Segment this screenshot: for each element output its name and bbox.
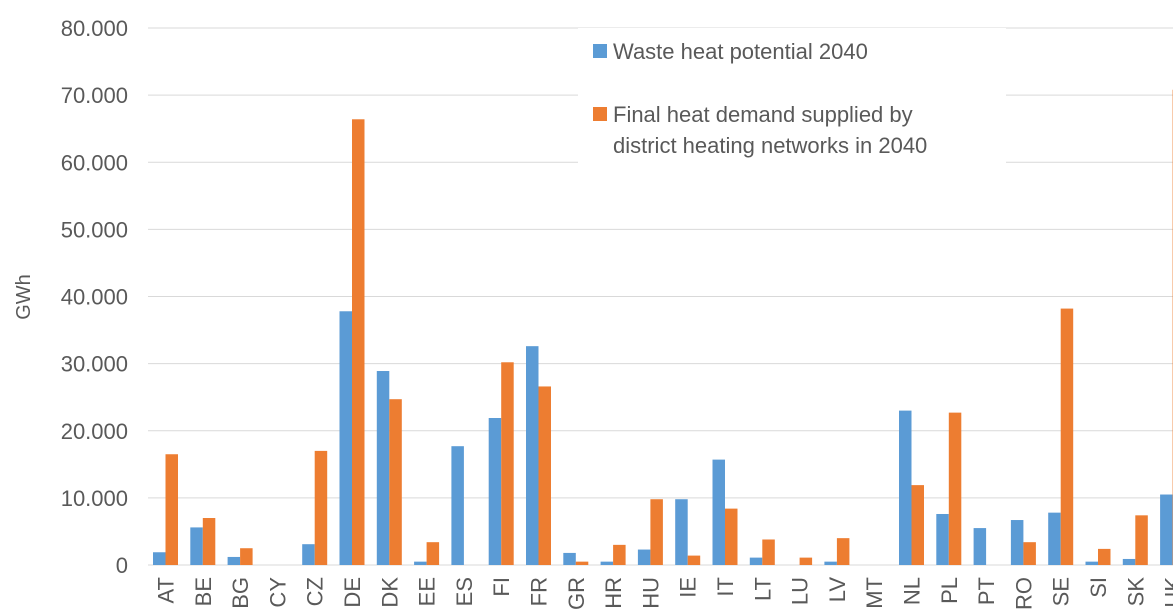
bar-waste-heat — [190, 527, 203, 565]
bar-waste-heat — [675, 499, 688, 565]
x-tick-label: CZ — [303, 577, 328, 606]
bar-heat-demand — [725, 508, 738, 565]
bar-heat-demand — [538, 386, 551, 565]
legend-background — [578, 28, 1006, 188]
x-tick-label: DK — [377, 577, 402, 608]
bar-waste-heat — [1048, 512, 1061, 565]
y-tick-label: 10.000 — [61, 486, 128, 511]
legend-label-heat-demand-line2: district heating networks in 2040 — [613, 133, 927, 158]
x-tick-label: BG — [228, 577, 253, 609]
bar-waste-heat — [600, 561, 614, 565]
bar-waste-heat — [153, 552, 166, 565]
bar-heat-demand — [575, 561, 589, 565]
x-tick-label: HR — [601, 577, 626, 609]
bar-heat-demand — [650, 499, 663, 565]
bar-heat-demand — [911, 485, 924, 565]
legend-label-heat-demand-line1: Final heat demand supplied by — [613, 102, 913, 127]
bar-heat-demand — [799, 557, 813, 565]
bar-waste-heat — [973, 528, 987, 565]
bar-heat-demand — [314, 450, 328, 565]
x-tick-label: CY — [265, 577, 290, 608]
bar-waste-heat — [227, 556, 241, 565]
legend-swatch-heat-demand — [593, 107, 607, 121]
x-tick-label: ES — [452, 577, 477, 606]
bar-heat-demand — [389, 399, 402, 565]
x-tick-label: LV — [825, 577, 850, 603]
bar-waste-heat — [749, 557, 763, 565]
bar-waste-heat — [376, 371, 390, 565]
y-tick-label: 60.000 — [61, 150, 128, 175]
x-tick-label: PT — [974, 577, 999, 605]
x-axis-ticks: AT BE BG CY CZ DE DK EE ES FI FR GR HR HU IE IT LT LU LV MT… — [154, 577, 1173, 610]
x-tick-label: LT — [750, 577, 775, 601]
x-tick-label: NL — [900, 577, 925, 605]
bar-waste-heat — [712, 459, 725, 565]
bar-waste-heat — [563, 552, 576, 565]
bar-heat-demand — [687, 555, 701, 565]
x-tick-label: IT — [713, 577, 738, 597]
bar-waste-heat — [899, 410, 912, 565]
legend-label-waste-heat: Waste heat potential 2040 — [613, 39, 868, 64]
bar-heat-demand — [613, 544, 626, 565]
y-tick-label: 20.000 — [61, 419, 128, 444]
bar-waste-heat — [1122, 558, 1136, 565]
bar-waste-heat — [302, 544, 315, 565]
bar-waste-heat — [526, 346, 539, 565]
x-tick-label: RO — [1011, 577, 1036, 610]
x-tick-label: MT — [862, 577, 887, 609]
bar-waste-heat — [824, 561, 837, 565]
x-tick-label: FR — [527, 577, 552, 606]
bar-waste-heat — [339, 311, 352, 565]
x-tick-label: EE — [415, 577, 440, 606]
bar-waste-heat — [1160, 494, 1173, 565]
x-tick-label: PL — [937, 577, 962, 604]
bar-heat-demand — [501, 362, 514, 565]
y-tick-label: 70.000 — [61, 83, 128, 108]
bar-waste-heat — [936, 513, 949, 565]
bar-heat-demand — [352, 119, 365, 565]
bar-waste-heat — [1010, 520, 1024, 565]
x-tick-label: DE — [340, 577, 365, 608]
bar-waste-heat — [1085, 561, 1098, 565]
x-tick-label: FI — [489, 577, 514, 597]
x-tick-label: SE — [1049, 577, 1074, 606]
x-tick-label: SK — [1123, 577, 1148, 607]
x-tick-label: IE — [676, 577, 701, 598]
y-tick-label: 30.000 — [61, 352, 128, 377]
legend: Waste heat potential 2040 Final heat dem… — [578, 28, 1006, 188]
bar-heat-demand — [836, 538, 850, 565]
bar-heat-demand — [948, 412, 962, 565]
x-tick-label: GR — [564, 577, 589, 610]
bar-heat-demand — [426, 542, 440, 565]
bar-waste-heat — [488, 418, 502, 565]
bar-heat-demand — [1023, 542, 1036, 565]
y-axis-label: GWh — [13, 274, 35, 320]
x-tick-label: BE — [191, 577, 216, 606]
x-tick-label: AT — [154, 577, 179, 603]
bar-heat-demand — [1098, 548, 1111, 565]
x-tick-label: UK — [1161, 577, 1173, 608]
y-tick-label: 40.000 — [61, 285, 128, 310]
x-tick-label: LU — [788, 577, 813, 605]
bar-waste-heat — [414, 561, 427, 565]
bar-heat-demand — [165, 454, 178, 565]
bar-heat-demand — [240, 548, 253, 565]
bar-heat-demand — [202, 518, 216, 565]
x-tick-label: HU — [638, 577, 663, 609]
y-axis-ticks: 0 10.000 20.000 30.000 40.000 50.000 60.000 70.… — [61, 16, 128, 578]
legend-swatch-waste-heat — [593, 44, 607, 58]
bar-waste-heat — [637, 549, 651, 565]
bar-heat-demand — [1060, 308, 1074, 565]
y-tick-label: 50.000 — [61, 217, 128, 242]
y-tick-label: 0 — [116, 553, 128, 578]
y-tick-label: 80.000 — [61, 16, 128, 41]
bar-heat-demand — [762, 539, 775, 565]
bar-waste-heat — [451, 446, 464, 565]
x-tick-label: SI — [1086, 577, 1111, 598]
bar-heat-demand — [1135, 515, 1148, 565]
bars — [153, 89, 1173, 565]
